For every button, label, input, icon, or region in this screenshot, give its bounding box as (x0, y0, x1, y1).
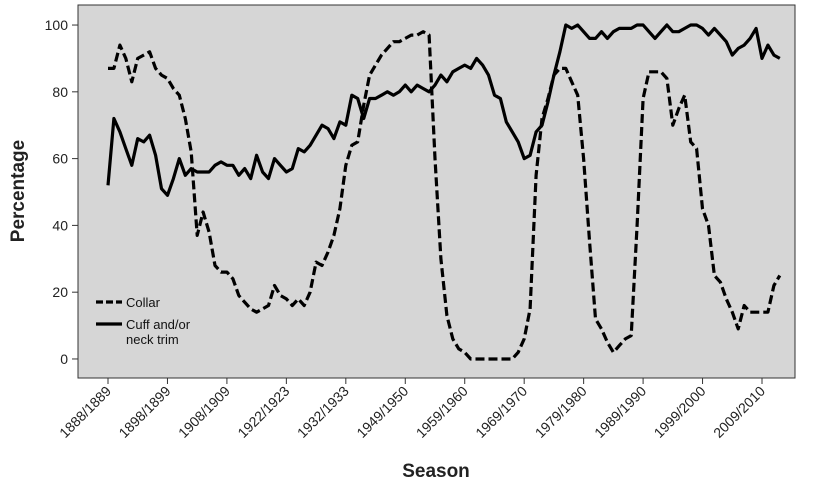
y-tick-label: 60 (52, 151, 68, 167)
x-tick-label: 1969/1970 (472, 383, 530, 441)
x-tick-label: 1888/1889 (56, 383, 114, 441)
x-tick-label: 1932/1933 (294, 383, 352, 441)
x-axis-title: Season (402, 461, 470, 482)
x-tick-label: 1898/1899 (115, 383, 173, 441)
legend-label: Cuff and/or neck trim (126, 317, 191, 347)
x-tick-label: 1979/1980 (532, 383, 590, 441)
series-line (106, 23, 781, 197)
y-tick-label: 0 (60, 351, 68, 367)
x-tick-label: 1959/1960 (413, 383, 471, 441)
x-tick-label: 1999/2000 (651, 383, 709, 441)
x-tick-label: 1989/1990 (591, 383, 649, 441)
legend-entry: Collar (126, 295, 160, 310)
legend-label: Collar (126, 295, 160, 310)
y-tick-label: 20 (52, 284, 68, 300)
y-tick-label: 100 (45, 17, 69, 33)
y-axis-title: Percentage (8, 140, 29, 242)
x-tick-label: 1908/1909 (175, 383, 233, 441)
legend-entry: Cuff and/or neck trim (126, 317, 191, 347)
y-tick-label: 80 (52, 84, 68, 100)
series-line (108, 30, 782, 361)
x-tick-label: 1922/1923 (234, 383, 292, 441)
x-tick-label: 2009/2010 (710, 383, 768, 441)
y-tick-label: 40 (52, 217, 68, 233)
x-tick-label: 1949/1950 (353, 383, 411, 441)
